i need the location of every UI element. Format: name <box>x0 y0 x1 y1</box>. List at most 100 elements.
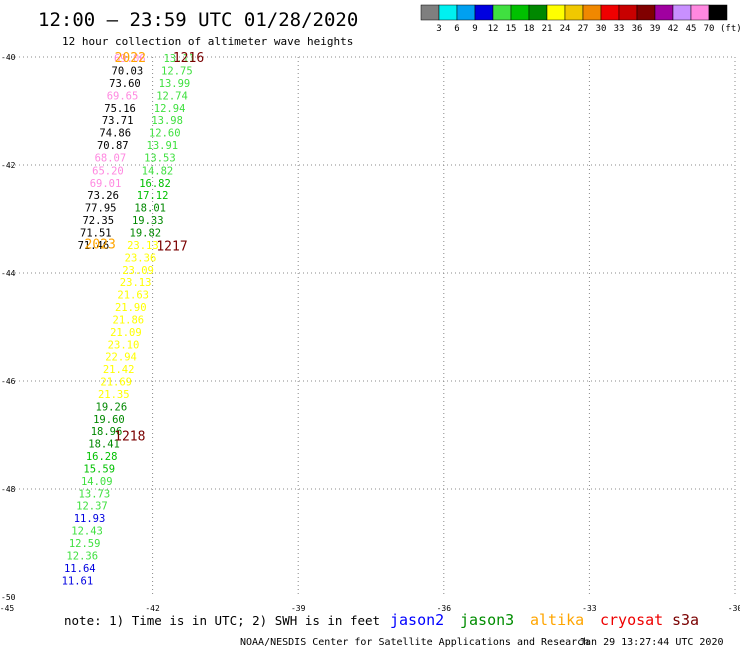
altika-swh-label: 74.86 <box>99 128 131 140</box>
s3a-swh-label: 12.59 <box>69 538 101 550</box>
colorbar-swatch <box>456 4 476 21</box>
altika-swh-label: 71.51 <box>80 228 112 240</box>
s3a-swh-label: 18.96 <box>91 426 123 438</box>
x-tick-label: -36 <box>437 604 452 613</box>
colorbar-swatch <box>708 4 728 21</box>
x-tick-label: -30 <box>728 604 740 613</box>
footer-credit: NOAA/NESDIS Center for Satellite Applica… <box>240 637 589 648</box>
footer-timestamp: Jan 29 13:27:44 UTC 2020 <box>579 637 724 648</box>
altika-swh-label: 69.06 <box>114 53 146 65</box>
colorbar-swatch <box>420 4 440 21</box>
s3a-swh-label: 21.35 <box>98 389 130 401</box>
colorbar: 3 6 9 12 15 18 21 24 27 30 33 36 39 42 45 70 (ft) <box>420 4 740 34</box>
altika-swh-label: 65.20 <box>92 165 124 177</box>
s3a-swh-label: 16.82 <box>139 178 171 190</box>
s3a-swh-label: 19.60 <box>93 414 125 426</box>
colorbar-tick-label: 6 <box>454 24 459 34</box>
colorbar-swatch <box>510 4 530 21</box>
s3a-swh-label: 19.33 <box>132 215 164 227</box>
s3a-swh-label: 13.99 <box>159 78 191 90</box>
s3a-swh-label: 19.82 <box>130 228 162 240</box>
y-tick-label: -42 <box>1 161 16 170</box>
x-tick-label: -45 <box>0 604 14 613</box>
colorbar-tick-label: 36 <box>632 24 643 34</box>
altika-swh-label: 69.01 <box>90 178 122 190</box>
colorbar-tick-label: 33 <box>614 24 625 34</box>
colorbar-tick-label: 3 <box>436 24 441 34</box>
pass-number-label: 1217 <box>156 239 187 254</box>
altika-swh-label: 72.35 <box>82 215 114 227</box>
altika-swh-label: 68.07 <box>95 152 127 164</box>
colorbar-tick-label: 45 <box>686 24 697 34</box>
altika-swh-label: 71.46 <box>78 240 110 252</box>
altika-swh-label: 70.03 <box>112 66 144 78</box>
s3a-swh-label: 19.26 <box>96 401 128 413</box>
colorbar-swatch <box>600 4 620 21</box>
colorbar-swatch <box>618 4 638 21</box>
s3a-swh-label: 21.90 <box>115 302 147 314</box>
legend-jason3: jason3 <box>460 611 514 629</box>
s3a-swh-label: 15.59 <box>83 463 115 475</box>
colorbar-tick-label: 70 <box>704 24 715 34</box>
satellite-legend: jason2 jason3 altika cryosat s3a <box>390 611 699 629</box>
altika-swh-label: 73.26 <box>87 190 119 202</box>
s3a-swh-label: 21.86 <box>113 314 145 326</box>
s3a-swh-label: 21.42 <box>103 364 135 376</box>
colorbar-swatch <box>672 4 692 21</box>
s3a-swh-label: 13.98 <box>151 115 183 127</box>
s3a-swh-label: 13.11 <box>163 53 195 65</box>
data-label-layer: 69.0670.0373.6069.6575.1673.7174.8670.87… <box>62 53 196 587</box>
s3a-swh-label: 21.69 <box>100 377 132 389</box>
s3a-swh-label: 12.75 <box>161 66 193 78</box>
s3a-swh-label: 13.91 <box>147 140 179 152</box>
colorbar-swatch <box>528 4 548 21</box>
x-tick-label: -39 <box>291 604 306 613</box>
pass-number-label: 2023 <box>85 237 116 252</box>
s3a-swh-label: 12.60 <box>149 128 181 140</box>
s3a-swh-label: 12.37 <box>76 501 108 513</box>
colorbar-swatch <box>492 4 512 21</box>
pass-number-label: 2022 <box>115 51 146 66</box>
altika-swh-label: 77.95 <box>85 203 117 215</box>
colorbar-tick-label: 18 <box>524 24 535 34</box>
s3a-swh-label: 11.64 <box>64 563 96 575</box>
legend-s3a: s3a <box>672 611 699 629</box>
legend-jason2: jason2 <box>390 611 444 629</box>
units-note: note: 1) Time is in UTC; 2) SWH is in fe… <box>64 613 380 628</box>
tick-label-layer: -50 -48 -46 -44 -42 -40 -45 -42 -39 -36 -33 -30 <box>0 53 740 613</box>
colorbar-tick-label: 15 <box>506 24 517 34</box>
altika-swh-label: 73.60 <box>109 78 141 90</box>
y-tick-label: -46 <box>1 377 16 386</box>
colorbar-swatch <box>564 4 584 21</box>
altika-swh-label: 69.65 <box>107 90 139 102</box>
s3a-swh-label: 18.01 <box>134 203 166 215</box>
chart-title: 12:00 — 23:59 UTC 01/28/2020 <box>38 9 358 31</box>
s3a-swh-label: 12.74 <box>156 90 188 102</box>
s3a-swh-label: 21.09 <box>110 327 142 339</box>
s3a-swh-label: 22.94 <box>105 352 137 364</box>
s3a-swh-label: 14.09 <box>81 476 113 488</box>
s3a-swh-label: 23.36 <box>125 252 157 264</box>
colorbar-tick-label: 42 <box>668 24 679 34</box>
colorbar-swatch <box>438 4 458 21</box>
s3a-swh-label: 13.73 <box>79 488 111 500</box>
s3a-swh-label: 18.41 <box>88 439 120 451</box>
colorbar-tick-label: 12 <box>488 24 499 34</box>
colorbar-tick-label: 21 <box>542 24 553 34</box>
s3a-swh-label: 23.13 <box>127 240 159 252</box>
pass-number-label: 1218 <box>114 430 145 445</box>
colorbar-swatch <box>690 4 710 21</box>
altika-swh-label: 73.71 <box>102 115 134 127</box>
s3a-swh-label: 14.82 <box>142 165 174 177</box>
s3a-swh-label: 12.43 <box>71 526 103 538</box>
s3a-swh-label: 23.10 <box>108 339 140 351</box>
y-tick-label: -48 <box>1 485 16 494</box>
legend-altika: altika <box>530 611 584 629</box>
legend-cryosat: cryosat <box>600 611 663 629</box>
colorbar-swatch <box>474 4 494 21</box>
chart-subtitle: 12 hour collection of altimeter wave hei… <box>62 35 353 48</box>
colorbar-unit-label: (ft) <box>720 24 740 34</box>
colorbar-tick-label: 39 <box>650 24 661 34</box>
